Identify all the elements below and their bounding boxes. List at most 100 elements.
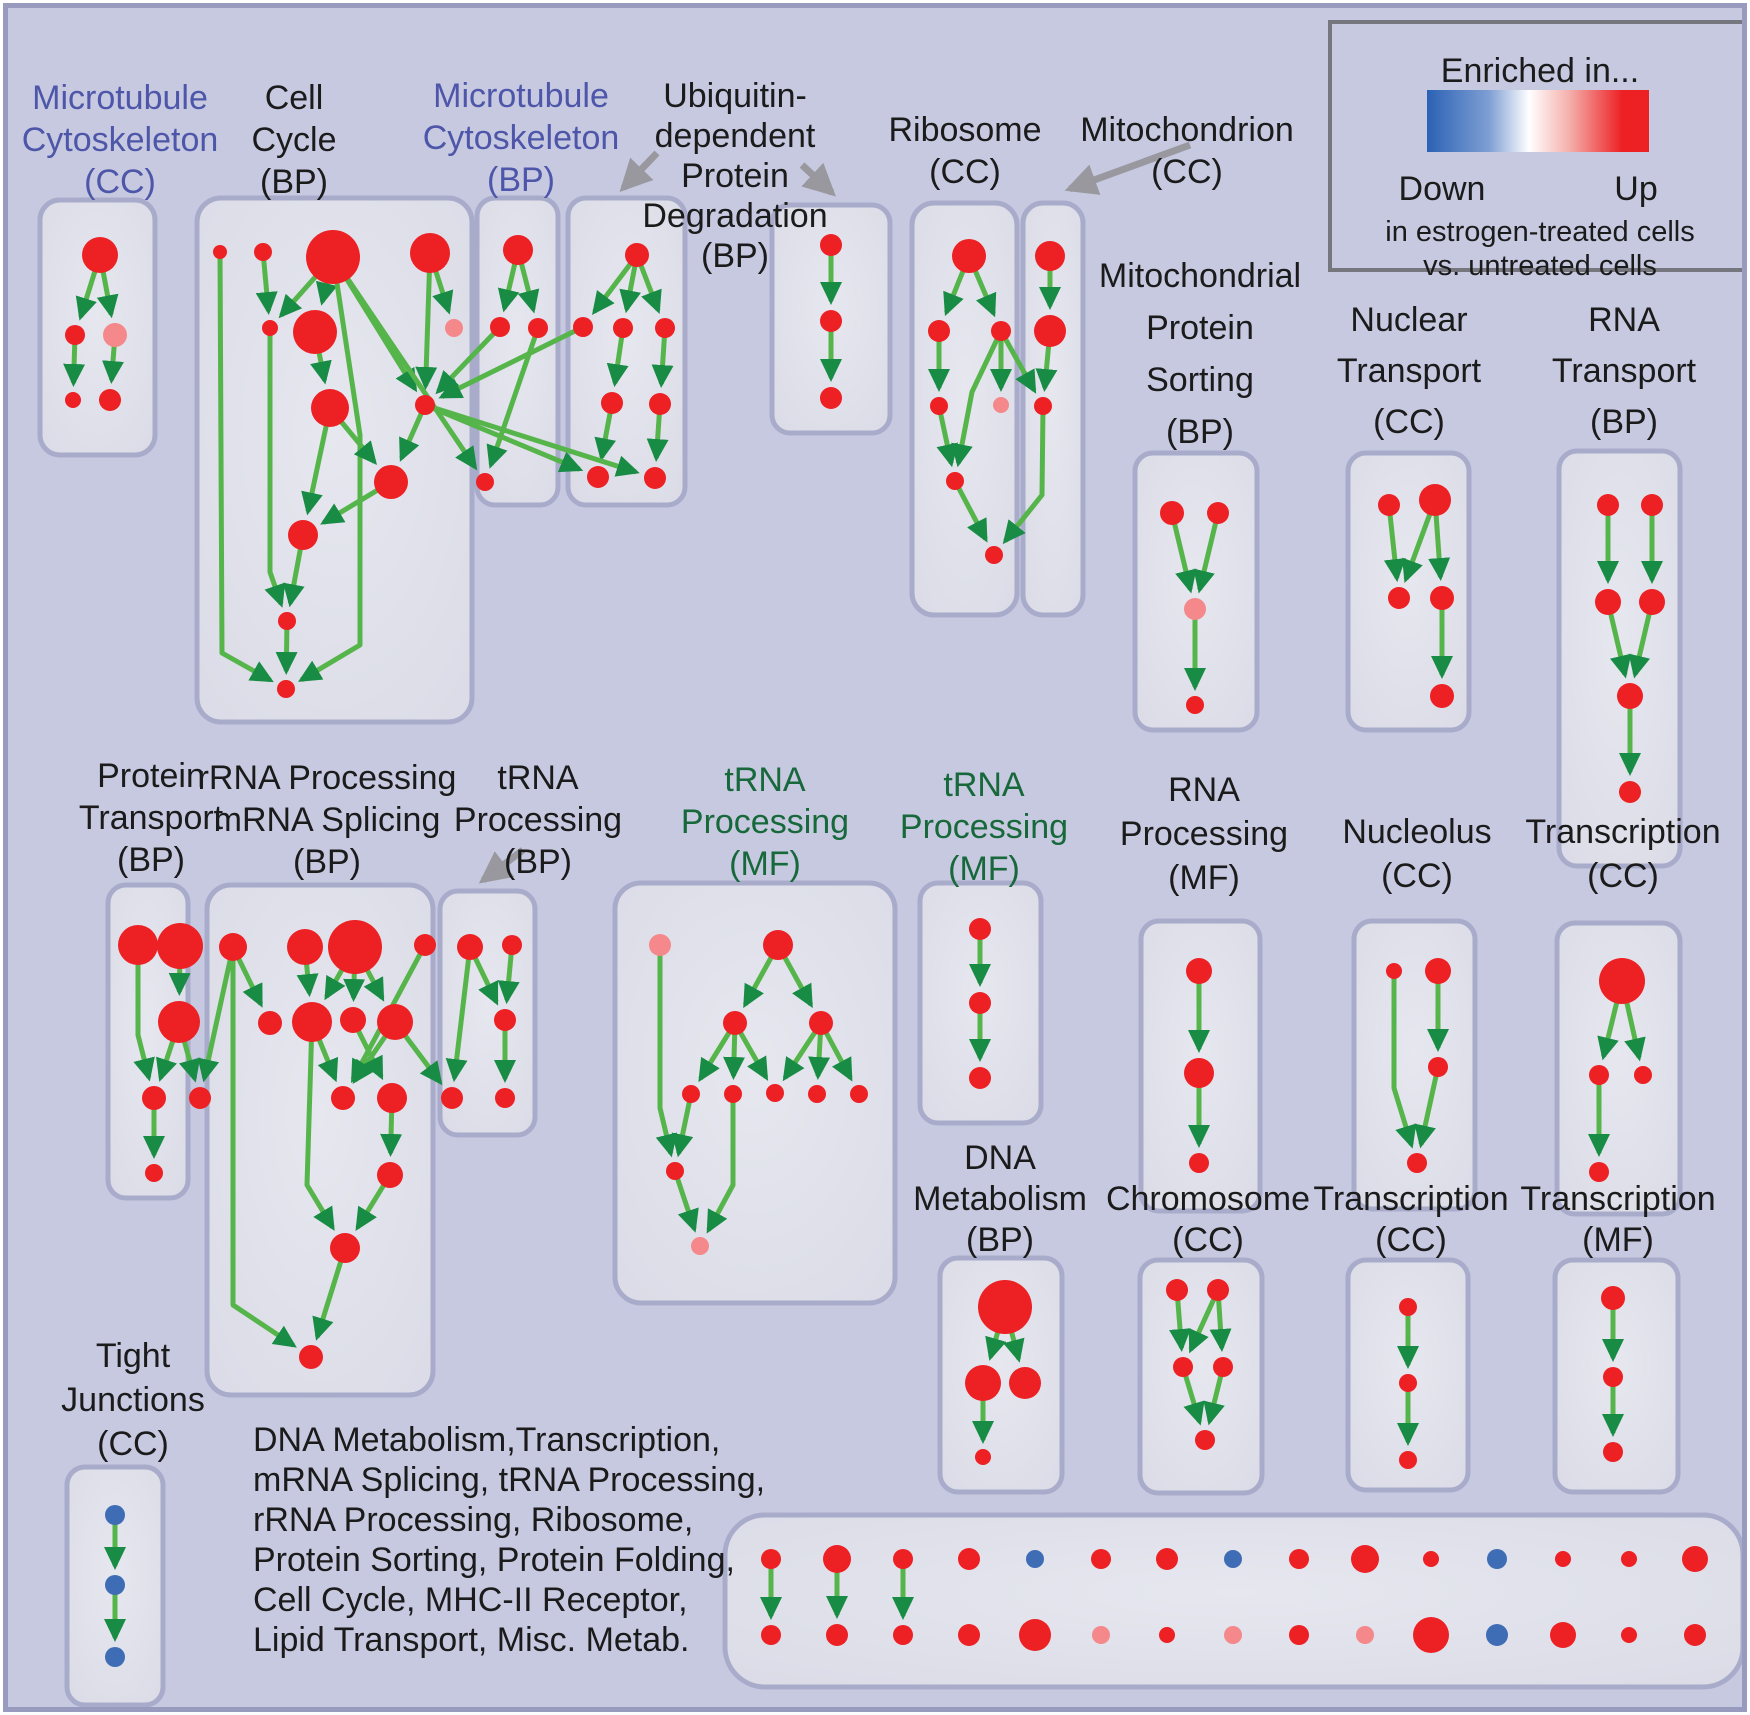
cluster-label-trna-mf-1: tRNA Processing (MF) <box>681 759 849 885</box>
cluster-label-line: Transcription <box>1525 813 1721 851</box>
cluster-label-cell-cycle: Cell Cycle (BP) <box>251 77 336 203</box>
cluster-label-protein-transport: Protein Transport (BP) <box>79 755 223 881</box>
go-term-node-red <box>587 466 609 488</box>
cluster-label-line: (MF) <box>948 850 1020 888</box>
go-term-node-red <box>1419 484 1451 516</box>
go-term-node-red <box>1407 1153 1427 1173</box>
cluster-label-mps: Mitochondrial Protein Sorting (BP) <box>1099 250 1301 458</box>
go-term-node-red <box>311 389 349 427</box>
cluster-label-line: (CC) <box>84 163 156 201</box>
go-term-node-red <box>975 1449 991 1465</box>
go-term-node-red <box>1430 684 1454 708</box>
cluster-label-transcription-cc-bottom: Transcription (CC) <box>1313 1179 1508 1261</box>
edge-arrow <box>217 251 274 683</box>
cluster-label-mt-cc: Microtubule Cytoskeleton (CC) <box>22 77 219 203</box>
go-term-node-red <box>958 1548 980 1570</box>
edge-arrow <box>415 252 438 391</box>
go-term-node-red <box>724 1085 742 1103</box>
cluster-label-line: Microtubule <box>32 79 208 117</box>
go-term-node-red <box>1034 397 1052 415</box>
cluster-label-line: Protein <box>681 157 789 195</box>
go-term-node-red <box>254 243 272 261</box>
legend-context-line2: vs. untreated cells <box>1423 250 1657 282</box>
cluster-label-line: (MF) <box>729 845 801 883</box>
edge-arrow <box>197 946 236 1083</box>
go-term-node-red <box>625 243 649 267</box>
go-term-node-red <box>415 395 435 415</box>
go-term-node-red <box>928 320 950 342</box>
cluster-label-line: Degradation <box>642 197 828 235</box>
cluster-label-rrna: rRNA Processing mRNA Splicing (BP) <box>198 757 457 883</box>
cluster-label-line: (MF) <box>1582 1220 1654 1259</box>
edge-arrow <box>1391 971 1417 1149</box>
edge-arrow <box>304 1021 335 1231</box>
cluster-label-line: (CC) <box>1373 402 1445 441</box>
go-term-node-pink <box>445 319 463 337</box>
go-term-node-red <box>965 1365 1001 1401</box>
edge-arrow <box>952 479 988 543</box>
go-term-node-red <box>1413 1617 1449 1653</box>
go-term-node-red <box>601 392 623 414</box>
go-term-node-red <box>377 1083 407 1113</box>
go-term-node-red <box>1378 494 1400 516</box>
cluster-label-line: Transcription <box>1520 1179 1716 1218</box>
go-term-node-red <box>1641 494 1663 516</box>
go-term-node-red <box>306 230 360 284</box>
cluster-label-line: Microtubule <box>433 77 609 115</box>
go-term-node-red <box>494 1009 516 1031</box>
go-term-node-blue <box>1026 1550 1044 1568</box>
cluster-box-rrna <box>204 882 436 1398</box>
go-term-node-red <box>1430 586 1454 610</box>
go-term-node-red <box>969 1067 991 1089</box>
cluster-label-line: Cytoskeleton <box>422 119 620 157</box>
go-term-node-red <box>410 233 450 273</box>
go-term-node-red <box>1603 1442 1623 1462</box>
go-term-node-red <box>457 934 483 960</box>
cluster-label-line: (MF) <box>1168 859 1240 897</box>
cluster-box-mps <box>1132 450 1260 733</box>
go-term-node-red <box>761 1549 781 1569</box>
go-term-node-red <box>1289 1549 1309 1569</box>
go-term-node-red <box>219 933 247 961</box>
cluster-label-line: (BP) <box>116 841 185 879</box>
go-term-node-red <box>1639 589 1665 615</box>
go-term-node-red <box>476 473 494 491</box>
edge-arrow <box>672 1170 699 1233</box>
go-term-node-red <box>808 1085 826 1103</box>
go-term-node-red <box>1388 587 1410 609</box>
go-term-node-red <box>823 1545 851 1573</box>
go-term-node-red <box>958 1624 980 1646</box>
cluster-label-line: tRNA <box>943 766 1025 804</box>
go-term-node-red <box>1555 1551 1571 1567</box>
go-term-node-pink <box>649 934 671 956</box>
network-canvas <box>37 141 1742 1707</box>
go-term-node-red <box>573 317 593 337</box>
cluster-label-nuclear-transport: Nuclear Transport (CC) <box>1337 295 1481 448</box>
edge-arrow <box>445 946 473 1083</box>
go-term-node-red <box>528 318 548 338</box>
cluster-label-line: dependent <box>654 117 816 155</box>
cluster-label-line: (CC) <box>929 153 1001 191</box>
cluster-label-line: Transport <box>78 799 224 837</box>
cluster-label-rna-transport: RNA Transport (BP) <box>1552 295 1696 448</box>
go-term-node-red <box>893 1625 913 1645</box>
edge-arrow <box>424 402 640 477</box>
go-term-node-pink <box>1184 598 1206 620</box>
pointer-arrow-icon <box>478 847 526 884</box>
go-term-node-red <box>1399 1374 1417 1392</box>
footnote-text: DNA Metabolism,Transcription, mRNA Splici… <box>253 1420 765 1660</box>
go-term-node-red <box>262 320 278 336</box>
edge-arrow <box>438 324 585 399</box>
go-term-node-red <box>495 1088 515 1108</box>
go-term-node-red <box>414 934 436 956</box>
cluster-label-line: (CC) <box>1151 153 1223 191</box>
go-term-node-blue <box>105 1575 125 1595</box>
go-term-node-red <box>985 546 1003 564</box>
cluster-label-line: Ribosome <box>888 111 1042 149</box>
go-term-node-red <box>377 1004 413 1040</box>
legend-up-label: Up <box>1614 170 1658 208</box>
cluster-label-ribosome: Ribosome (CC) <box>888 109 1041 193</box>
cluster-label-line: Tight <box>95 1337 171 1375</box>
go-term-node-red <box>1159 1627 1175 1643</box>
cluster-label-chromosome: Chromosome (CC) <box>1106 1179 1310 1261</box>
